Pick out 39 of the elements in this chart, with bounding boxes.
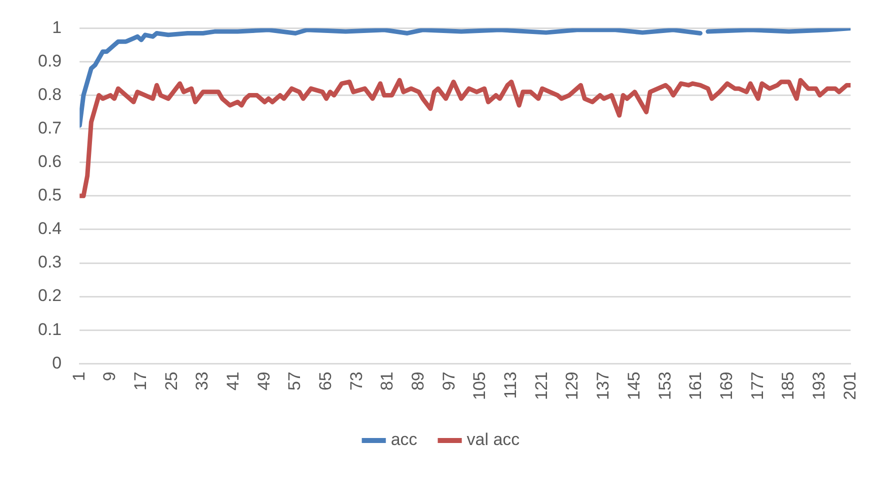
y-tick-label: 0.6 [38,152,62,172]
x-tick-label: 177 [748,372,767,400]
x-tick-label: 81 [378,372,397,391]
x-tick-label: 25 [162,372,181,391]
x-tick-label: 185 [778,372,798,400]
x-tick-label: 41 [224,372,243,391]
x-tick-label: 97 [439,372,458,391]
x-tick-label: 65 [316,372,336,391]
x-tick-label: 105 [470,372,490,400]
x-tick-label: 121 [532,372,551,400]
x-tick-label: 161 [686,372,706,400]
y-tick-label: 0.2 [38,286,62,306]
x-tick-label: 193 [809,372,828,400]
x-tick-label: 145 [624,372,644,400]
y-tick-label: 0.4 [38,219,62,238]
y-tick-label: 0 [52,353,62,372]
x-tick-label: 33 [192,372,212,391]
x-tick-label: 73 [346,372,366,391]
y-tick-label: 0.3 [38,252,62,272]
x-tick-label: 49 [254,372,274,391]
x-tick-label: 9 [100,372,120,382]
y-tick-label: 0.8 [38,84,62,104]
legend-label: val acc [466,430,520,450]
x-tick-label: 129 [562,372,582,400]
x-tick-label: 169 [716,372,736,400]
x-tick-label: 89 [408,372,428,391]
y-tick-label: 1 [52,18,62,37]
x-tick-label: 137 [594,372,613,400]
legend-label: acc [390,430,418,450]
x-tick-label: 113 [501,372,520,399]
x-tick-label: 17 [130,372,150,391]
x-tick-label: 1 [69,372,88,382]
y-tick-label: 0.9 [38,51,62,70]
x-tick-label: 153 [655,372,674,400]
x-tick-label: 201 [840,372,860,400]
y-tick-label: 0.5 [38,186,62,205]
x-tick-label: 57 [285,372,304,391]
y-tick-label: 0.1 [38,320,62,339]
y-tick-label: 0.7 [38,118,62,138]
